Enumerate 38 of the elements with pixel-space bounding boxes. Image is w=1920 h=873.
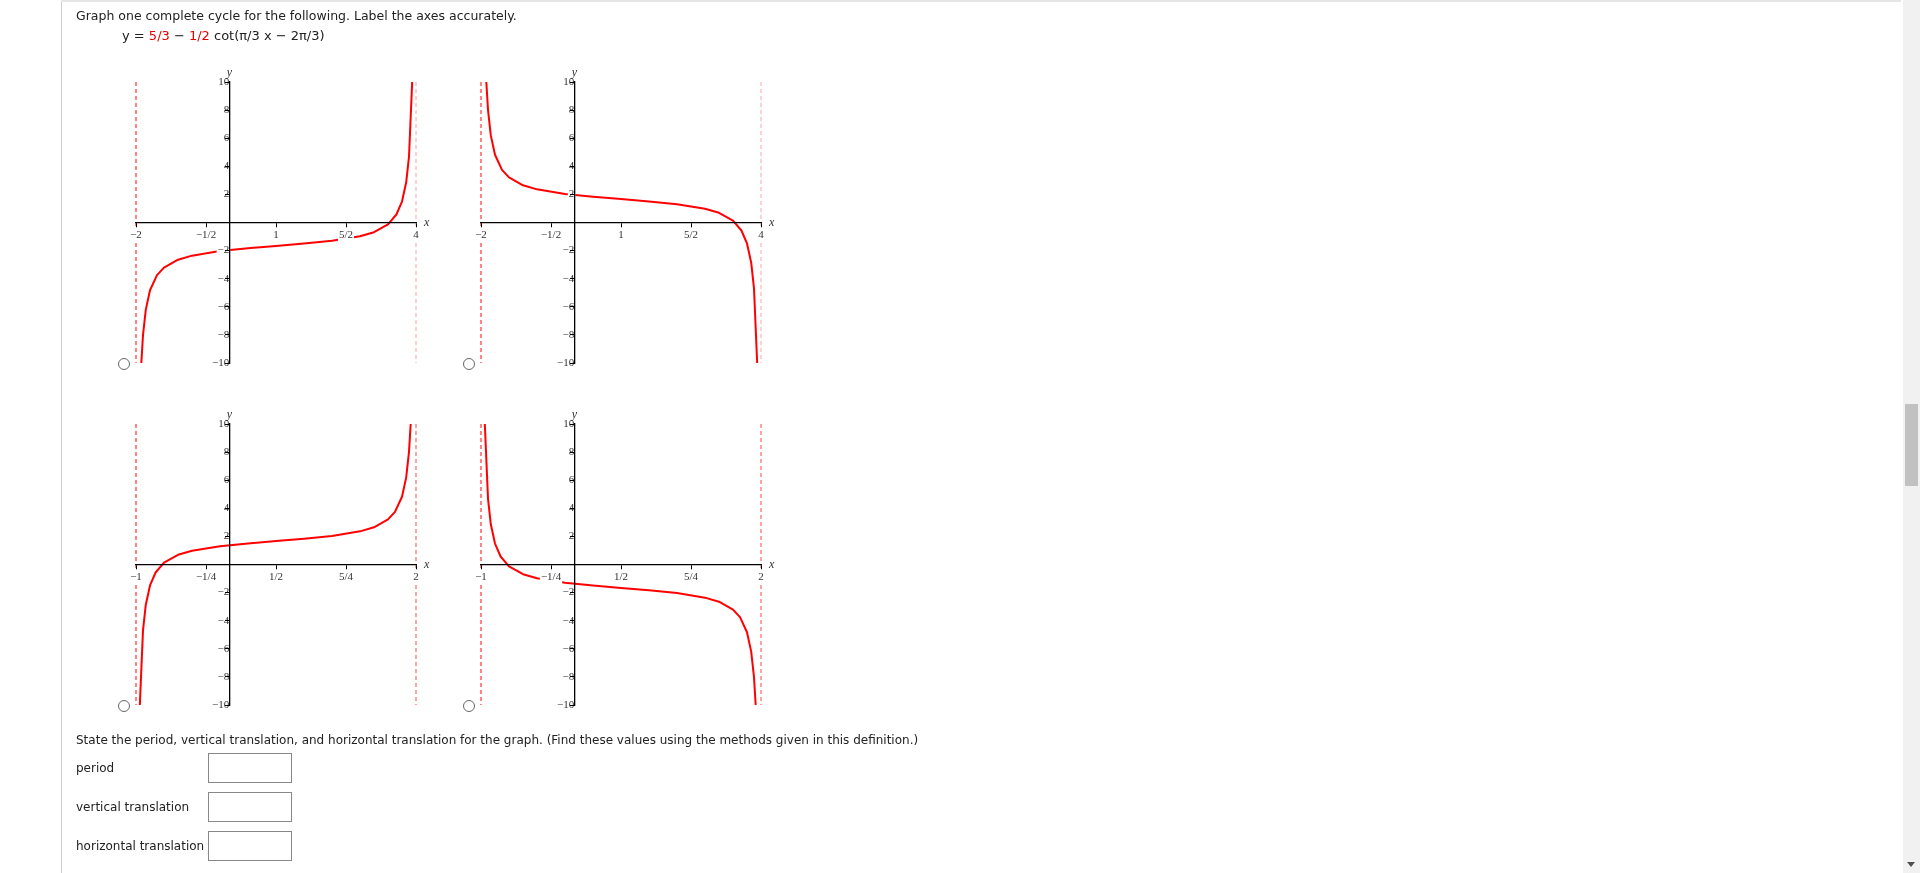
x-tick-label: −1 xyxy=(475,569,487,582)
x-tick-label: 4 xyxy=(758,227,765,240)
x-tick-label: 2 xyxy=(413,569,419,582)
x-tick-label: −1/4 xyxy=(540,569,562,582)
x-tick-label: 1/2 xyxy=(613,569,629,582)
y-tick-label: −10 xyxy=(212,355,230,368)
x-tick-label: 5/4 xyxy=(338,569,354,582)
x-tick-label: 1/2 xyxy=(268,569,284,582)
x-tick-label: 5/4 xyxy=(683,569,699,582)
y-axis-title: y xyxy=(225,407,233,422)
y-axis-title: y xyxy=(570,407,578,422)
y-tick-label: −10 xyxy=(557,697,575,710)
x-tick-label: −1/2 xyxy=(540,227,562,240)
y-axis-title: y xyxy=(225,65,233,80)
x-tick-label: 5/2 xyxy=(683,227,699,240)
chart-title: Graph one complete cycle for the following. Label the axes accurately. xyxy=(76,8,517,23)
text: horizontal translation xyxy=(76,839,205,853)
x-tick-label: 1 xyxy=(618,227,624,240)
text: vertical translation xyxy=(76,800,190,814)
x-axis-title: x xyxy=(423,214,430,229)
x-tick-label: −2 xyxy=(130,227,142,240)
x-axis-title: x xyxy=(768,556,775,571)
x-tick-label: −1/2 xyxy=(195,227,217,240)
x-axis-title: x xyxy=(768,214,775,229)
x-tick-label: 2 xyxy=(758,569,764,582)
x-tick-label: 4 xyxy=(413,227,420,240)
text: y = 5/3 − 1/2 cot(π/3 x − 2π/3) xyxy=(122,28,325,43)
x-tick-label: 1 xyxy=(273,227,279,240)
x-tick-label: −1/4 xyxy=(195,569,217,582)
y-tick-label: −10 xyxy=(557,355,575,368)
y-tick-label: −10 xyxy=(212,697,230,710)
x-tick-label: 5/2 xyxy=(338,227,354,240)
x-axis-title: x xyxy=(423,556,430,571)
text: period xyxy=(76,761,115,775)
x-tick-label: −2 xyxy=(475,227,487,240)
y-axis-title: y xyxy=(570,65,578,80)
text: State the period, vertical translation, and horizontal translation for the graph. (Find these values using the methods given in this definition.) xyxy=(76,733,919,747)
x-tick-label: −1 xyxy=(130,569,142,582)
